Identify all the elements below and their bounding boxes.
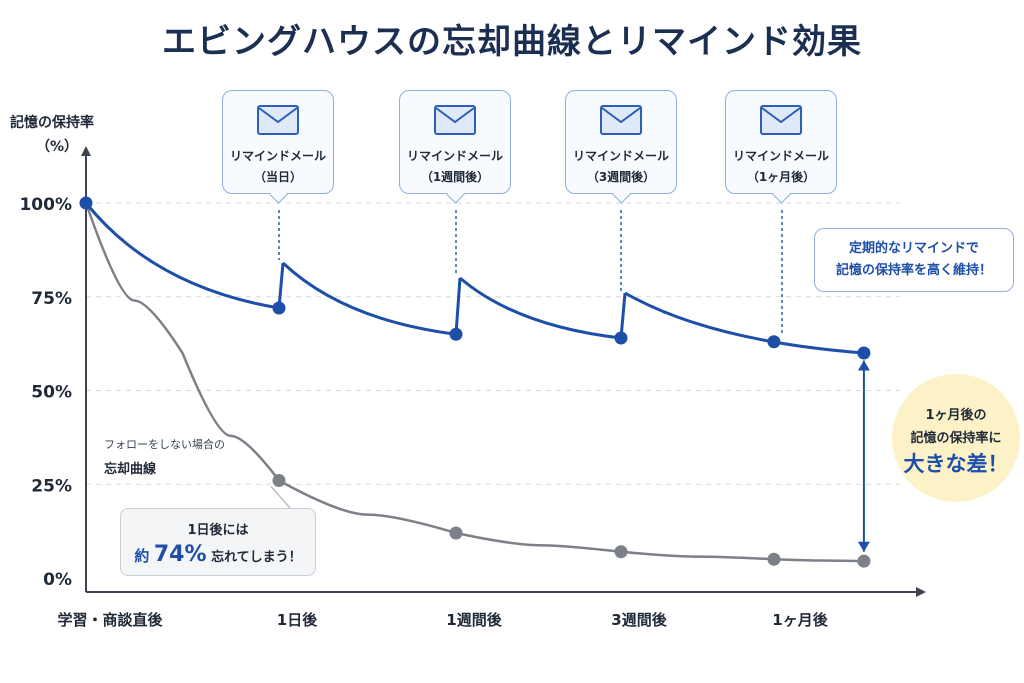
- reminder-curve-point: [614, 331, 628, 345]
- difference-arrow-head-bottom: [857, 541, 870, 552]
- y-tick-label: 50%: [31, 383, 72, 403]
- reminder-curve-point: [857, 346, 871, 360]
- y-tick-label: 0%: [43, 570, 72, 590]
- difference-line-2: 記憶の保持率に: [910, 431, 1002, 446]
- reminder-box-same-day: リマインドメール （当日）: [222, 90, 334, 194]
- x-tick-label: 学習・商談直後: [57, 611, 163, 629]
- forgetting-curve-point: [272, 474, 286, 487]
- reminder-curve-point: [79, 196, 93, 210]
- mail-icon: [434, 105, 476, 135]
- forget-line-2: 約 74% 忘れてしまう！: [121, 542, 315, 567]
- chart-title: エビングハウスの忘却曲線とリマインド効果: [162, 22, 862, 62]
- y-tick-label: 25%: [31, 476, 72, 496]
- maintain-line-2: 記憶の保持率を高く維持！: [835, 263, 992, 278]
- reminder-title: リマインドメール: [572, 149, 669, 163]
- forget-suffix: 忘れてしまう！: [211, 550, 302, 565]
- difference-line-3: 大きな差！: [903, 452, 1009, 476]
- difference-callout: 1ヶ月後の 記憶の保持率に 大きな差！: [892, 374, 1020, 502]
- forget-callout: 1日後には 約 74% 忘れてしまう！: [120, 508, 316, 576]
- maintain-callout: 定期的なリマインドで 記憶の保持率を高く維持！: [814, 228, 1014, 292]
- forget-line-1: 1日後には: [187, 523, 249, 538]
- no-follow-line-2: 忘却曲線: [104, 462, 157, 477]
- reminder-jump: [454, 277, 462, 335]
- reminder-timing: （3週間後）: [586, 170, 656, 184]
- reminder-jump: [277, 262, 285, 309]
- reminder-curve-segment: [624, 291, 865, 355]
- forget-pointer: [270, 486, 291, 509]
- forgetting-curve-line: [84, 202, 864, 563]
- reminder-title: リマインドメール: [732, 149, 829, 163]
- y-axis-arrow: [81, 146, 91, 156]
- forget-prefix: 約: [134, 547, 150, 565]
- mail-icon: [257, 105, 299, 135]
- reminder-title: リマインドメール: [406, 149, 503, 163]
- reminder-box-3-weeks: リマインドメール （3週間後）: [565, 90, 677, 194]
- x-axis-arrow: [916, 587, 926, 597]
- reminder-curve-segment: [281, 261, 457, 336]
- reminder-timing: （当日）: [253, 170, 302, 184]
- reminder-box-1-month: リマインドメール （1ヶ月後）: [725, 90, 837, 194]
- reminder-curve-point: [767, 335, 781, 349]
- forgetting-curve-point: [449, 526, 463, 540]
- reminder-box-1-week: リマインドメール （1週間後）: [399, 90, 511, 194]
- reminder-curve-segment: [459, 276, 622, 340]
- x-tick-label: 1週間後: [446, 611, 502, 629]
- forget-value: 74%: [153, 542, 207, 567]
- y-axis-label: 記憶の保持率: [10, 115, 94, 131]
- reminder-timing: （1ヶ月後）: [746, 170, 816, 184]
- mail-icon: [600, 105, 642, 135]
- difference-line-1: 1ヶ月後の: [925, 408, 987, 423]
- mail-icon: [760, 105, 802, 135]
- reminder-curve-point: [272, 301, 286, 315]
- x-tick-label: 1ヶ月後: [772, 611, 828, 629]
- reminder-jump: [619, 292, 627, 339]
- maintain-line-1: 定期的なリマインドで: [848, 241, 979, 256]
- reminder-timing: （1週間後）: [420, 170, 490, 184]
- forgetting-curve-point: [614, 545, 628, 559]
- reminder-curve-segment: [84, 202, 280, 310]
- reminder-curve-point: [449, 327, 463, 341]
- y-tick-label: 75%: [31, 289, 72, 309]
- no-follow-label: フォローをしない場合の 忘却曲線: [104, 436, 225, 477]
- x-tick-label: 1日後: [277, 611, 318, 629]
- no-follow-line-1: フォローをしない場合の: [104, 438, 225, 451]
- y-axis-unit: （%）: [36, 139, 79, 155]
- forgetting-curve-point: [857, 554, 871, 568]
- difference-arrow-head-top: [857, 360, 870, 371]
- reminder-title: リマインドメール: [229, 149, 326, 163]
- forgetting-curve-point: [767, 552, 781, 566]
- x-tick-label: 3週間後: [611, 611, 667, 629]
- y-tick-label: 100%: [19, 195, 72, 215]
